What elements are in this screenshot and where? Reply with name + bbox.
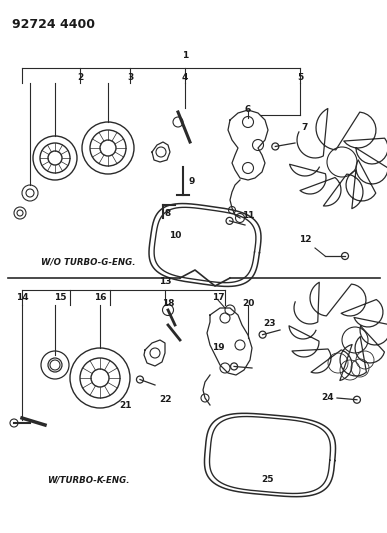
Text: 9: 9 <box>189 177 195 187</box>
Text: 5: 5 <box>297 74 303 83</box>
Text: 1: 1 <box>182 51 188 60</box>
Text: 20: 20 <box>242 298 254 308</box>
Text: 16: 16 <box>94 294 106 303</box>
Text: 14: 14 <box>16 294 28 303</box>
Text: W/TURBO-K-ENG.: W/TURBO-K-ENG. <box>47 475 129 484</box>
Text: 15: 15 <box>54 294 66 303</box>
Text: 7: 7 <box>302 124 308 133</box>
Text: 21: 21 <box>119 400 131 409</box>
Text: 6: 6 <box>245 106 251 115</box>
Text: 4: 4 <box>182 74 188 83</box>
Text: 8: 8 <box>165 208 171 217</box>
Text: 3: 3 <box>127 74 133 83</box>
Text: 11: 11 <box>242 211 254 220</box>
Text: W/O TURBO-G-ENG.: W/O TURBO-G-ENG. <box>41 257 135 266</box>
Text: 25: 25 <box>262 475 274 484</box>
Text: 17: 17 <box>212 294 224 303</box>
Text: 18: 18 <box>162 298 174 308</box>
Text: 19: 19 <box>212 343 224 352</box>
Text: 23: 23 <box>264 319 276 327</box>
Text: 92724 4400: 92724 4400 <box>12 18 95 31</box>
Text: 10: 10 <box>169 230 181 239</box>
Text: 13: 13 <box>159 278 171 287</box>
Text: 2: 2 <box>77 74 83 83</box>
Text: 24: 24 <box>322 392 334 401</box>
Text: 22: 22 <box>159 395 171 405</box>
Text: 12: 12 <box>299 236 311 245</box>
